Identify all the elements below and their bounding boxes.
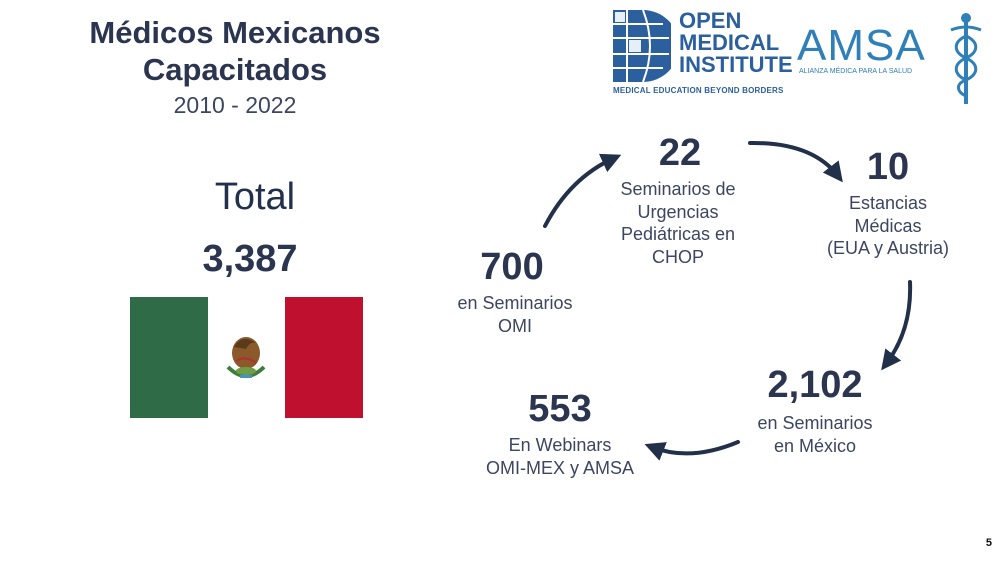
omi-line-3: INSTITUTE — [679, 52, 793, 77]
stat-stays-value: 10 — [866, 146, 910, 188]
total-value: 3,387 — [202, 238, 298, 280]
coat-of-arms-icon — [226, 337, 266, 378]
stat-mexico-description: en Seminarios en México — [757, 413, 873, 456]
amsa-name: AMSA — [797, 21, 926, 70]
open-medical-institute-logo: OPEN MEDICAL INSTITUTE MEDICAL EDUCATION… — [613, 10, 793, 100]
stat-webinars-description: En Webinars OMI-MEX y AMSA — [485, 435, 635, 478]
omi-tagline: MEDICAL EDUCATION BEYOND BORDERS — [613, 86, 784, 95]
mexico-flag — [130, 297, 363, 418]
stat-webinars-value: 553 — [528, 388, 592, 430]
omi-line-2: MEDICAL — [679, 30, 780, 55]
title-line-2: Capacitados — [142, 52, 328, 87]
amsa-logo: AMSA ALIANZA MÉDICA PARA LA SALUD — [797, 12, 987, 104]
arrow-stays-to-mexico — [881, 280, 913, 371]
omi-line-1: OPEN — [679, 8, 742, 33]
stat-chop-value: 22 — [658, 132, 702, 174]
amsa-tagline: ALIANZA MÉDICA PARA LA SALUD — [799, 68, 913, 75]
page-number: 5 — [985, 537, 992, 549]
caduceus-icon — [950, 13, 982, 104]
arrow-mexico-to-webinars — [644, 440, 740, 461]
globe-icon — [613, 10, 671, 82]
stat-chop-description: Seminarios de Urgencias Pediátricas en C… — [620, 179, 736, 267]
stat-stays-description: Estancias Médicas (EUA y Austria) — [826, 193, 950, 258]
arrow-chop-to-stays — [748, 140, 843, 183]
slide-title: Médicos Mexicanos Capacitados — [40, 14, 430, 88]
stat-omi-value: 700 — [480, 246, 544, 288]
arrow-omi-to-chop — [543, 153, 622, 228]
stat-omi-description: en Seminarios OMI — [457, 293, 573, 336]
stat-mexico-value: 2,102 — [767, 364, 863, 406]
total-label: Total — [214, 176, 296, 218]
title-line-1: Médicos Mexicanos — [89, 15, 381, 50]
year-range: 2010 - 2022 — [173, 92, 297, 118]
